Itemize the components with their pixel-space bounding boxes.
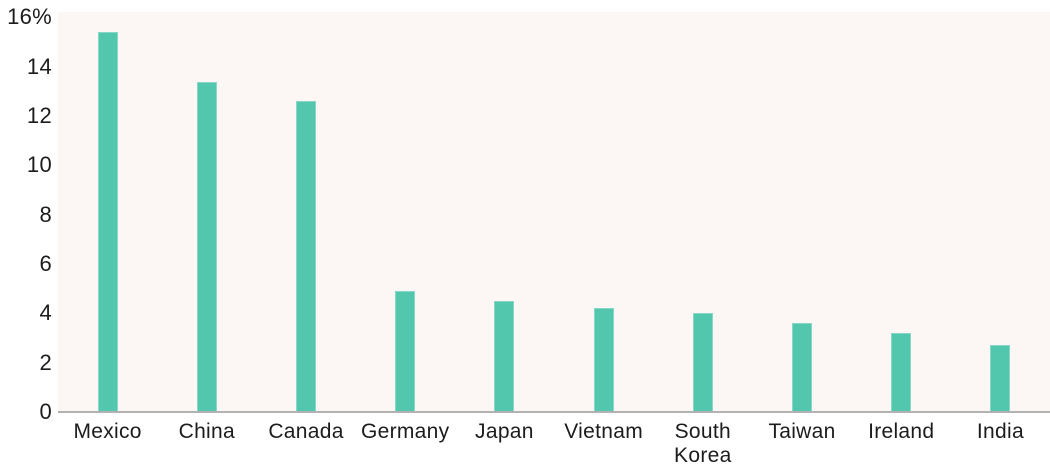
bar-slot [653,12,752,412]
y-tick-label: 8 [39,201,52,227]
bar-vietnam [593,308,614,412]
x-axis-label-taiwan: Taiwan [768,420,836,443]
y-tick-label: 6 [39,251,52,277]
bar-japan [494,301,515,412]
y-tick-label: 2 [39,349,52,375]
x-axis-label-india: India [976,420,1024,443]
bar-slot [554,12,653,412]
x-axis-baseline [58,411,1050,413]
bar-south-korea [692,313,713,412]
x-axis: Mexico China Canada Germany Japan Vietnam Sout… [58,420,1050,468]
plot-area [58,12,1050,412]
y-tick-label: 14 [26,53,52,79]
bar-slot [752,12,851,412]
bar-canada [296,101,316,412]
x-axis-label-china: China [178,420,235,443]
bar-china [196,81,217,412]
bar-slot [256,12,355,412]
x-axis-label-canada: Canada [268,420,344,443]
x-axis-label-germany: Germany [360,420,450,443]
bar-germany [395,291,416,412]
x-axis-label-vietnam: Vietnam [564,420,643,443]
bar-ireland [891,333,912,412]
bar-india [990,345,1011,412]
bar-slot [852,12,951,412]
bar-slot [58,12,157,412]
bar-slot [951,12,1050,412]
x-axis-label-japan: Japan [475,420,534,443]
y-tick-label: 0 [39,399,52,424]
y-tick-label: 12 [26,103,52,129]
y-axis: 0 2 4 6 8 10 12 14 16% [0,0,55,468]
bar-taiwan [792,323,813,412]
bar-slot [455,12,554,412]
bar-slot [157,12,256,412]
x-axis-label-south-korea: South Korea [674,420,732,468]
x-axis-label-mexico: Mexico [73,420,142,443]
y-tick-label: 16% [7,4,52,30]
x-axis-label-ireland: Ireland [868,420,935,443]
bar-mexico [97,32,118,412]
y-tick-label: 4 [39,300,52,326]
y-tick-label: 10 [26,152,52,178]
bar-slot [356,12,455,412]
